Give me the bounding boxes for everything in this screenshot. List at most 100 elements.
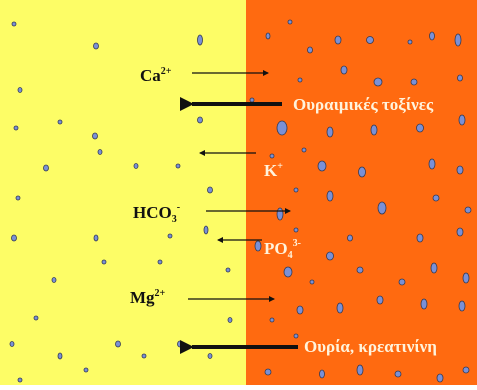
solute-particle <box>57 352 63 360</box>
solute-particle <box>373 77 383 87</box>
solute-particle <box>456 227 464 237</box>
solute-particle <box>358 166 366 178</box>
solute-particle <box>430 262 438 274</box>
solute-particle <box>283 266 293 278</box>
solute-particle <box>207 353 213 359</box>
urea-creatinine-label: Ουρία, κρεατινίνη <box>304 337 437 356</box>
solute-particle <box>227 317 233 323</box>
solute-particle <box>297 77 303 83</box>
dialysate-compartment <box>246 0 477 385</box>
solute-particle <box>416 123 424 133</box>
solute-particle <box>340 65 348 75</box>
solute-particle <box>317 160 327 172</box>
solute-particle <box>293 227 299 233</box>
solute-particle <box>428 158 436 170</box>
solute-particle <box>93 234 99 242</box>
solute-particle <box>269 317 275 323</box>
solute-particle <box>225 267 231 273</box>
solute-particle <box>458 114 466 126</box>
solute-particle <box>57 119 63 125</box>
solute-particle <box>175 163 181 169</box>
blood-compartment <box>0 0 246 385</box>
solute-particle <box>287 19 293 25</box>
solute-particle <box>276 120 288 136</box>
solute-particle <box>101 259 107 265</box>
solute-particle <box>458 300 466 312</box>
solute-particle <box>33 315 39 321</box>
magnesium-label: Mg2+ <box>130 288 166 307</box>
solute-particle <box>157 259 163 265</box>
solute-particle <box>293 187 299 193</box>
solute-particle <box>326 251 334 261</box>
solute-particle <box>17 377 23 383</box>
solute-particle <box>296 305 304 315</box>
solute-particle <box>13 125 19 131</box>
solute-particle <box>83 367 89 373</box>
solute-particle <box>436 373 444 383</box>
solute-particle <box>92 132 98 140</box>
solute-particle <box>347 234 353 242</box>
solute-particle <box>336 302 344 314</box>
solute-particle <box>370 124 378 136</box>
bicarbonate-label: HCO3- <box>133 202 180 225</box>
solute-particle <box>454 33 462 47</box>
solute-particle <box>115 340 121 348</box>
solute-particle <box>464 206 472 214</box>
solute-particle <box>93 42 99 50</box>
solute-particle <box>356 364 364 376</box>
solute-particle <box>254 240 262 252</box>
solute-particle <box>366 36 374 44</box>
solute-particle <box>410 78 418 86</box>
solute-particle <box>9 341 15 347</box>
solute-particle <box>420 298 428 310</box>
solute-particle <box>326 190 334 202</box>
solute-particle <box>167 233 173 239</box>
solute-particle <box>356 266 364 274</box>
solute-particle <box>429 31 435 41</box>
solute-particle <box>43 164 49 172</box>
solute-particle <box>376 295 384 305</box>
phosphate-label: PO43- <box>264 238 301 261</box>
solute-particle <box>398 278 406 286</box>
solute-particle <box>307 46 313 54</box>
uremic-toxins-label: Ουραιμικές τοξίνες <box>293 95 434 114</box>
solute-particle <box>207 186 213 194</box>
solute-particle <box>276 207 284 221</box>
solute-particle <box>416 233 424 243</box>
solute-particle <box>17 87 23 93</box>
solute-particle <box>326 126 334 138</box>
solute-particle <box>432 194 440 202</box>
solute-particle <box>309 279 315 285</box>
solute-particles <box>9 19 472 383</box>
solute-particle <box>407 39 413 45</box>
solute-particle <box>11 21 17 27</box>
solute-particle <box>177 340 183 348</box>
solute-particle <box>319 369 325 379</box>
solute-particle <box>462 272 470 284</box>
solute-particle <box>11 234 17 242</box>
solute-particle <box>249 97 255 103</box>
solute-particle <box>197 34 203 46</box>
solute-particle <box>457 74 463 82</box>
potassium-label: K+ <box>264 161 283 180</box>
solute-particle <box>51 277 57 283</box>
solute-particle <box>15 195 21 201</box>
solute-particle <box>456 165 464 175</box>
solute-particle <box>264 368 272 376</box>
solute-particle <box>269 153 275 159</box>
solute-particle <box>377 201 387 215</box>
solute-particle <box>301 147 307 153</box>
solute-particle <box>197 116 203 124</box>
solute-particle <box>97 149 103 155</box>
solute-particle <box>394 370 402 378</box>
solute-particle <box>203 225 209 235</box>
solute-particle <box>133 163 139 169</box>
solute-particle <box>462 366 470 374</box>
solute-particle <box>293 333 299 339</box>
solute-particle <box>265 32 271 40</box>
solute-particle <box>141 353 147 359</box>
solute-particle <box>334 35 342 45</box>
calcium-label: Ca2+ <box>140 66 172 85</box>
